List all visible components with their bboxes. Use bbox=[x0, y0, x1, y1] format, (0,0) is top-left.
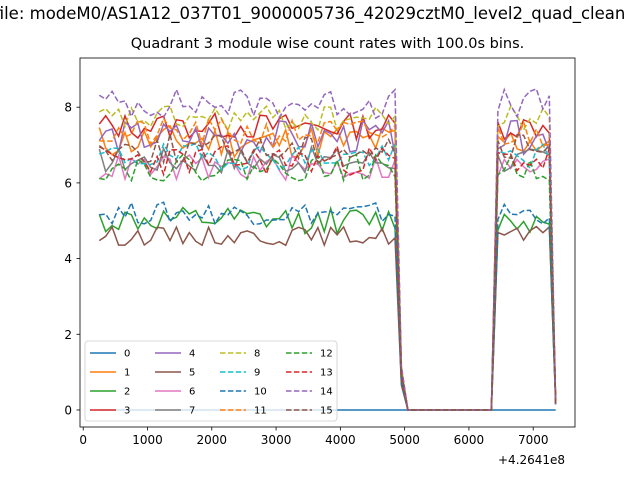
y-tick-label: 0 bbox=[64, 403, 72, 417]
y-tick-label: 6 bbox=[64, 176, 72, 190]
legend-label: 0 bbox=[124, 349, 130, 360]
legend-box bbox=[84, 340, 338, 422]
x-tick-label: 4000 bbox=[325, 433, 356, 447]
series-layer bbox=[98, 87, 557, 411]
legend-label: 8 bbox=[254, 349, 260, 360]
plot-frame bbox=[79, 57, 576, 428]
x-tick-label: 2000 bbox=[197, 433, 228, 447]
y-axis: 0 2 4 6 8 bbox=[64, 101, 80, 417]
legend-label: 9 bbox=[254, 368, 260, 379]
y-tick-label: 8 bbox=[64, 101, 72, 115]
legend-label: 13 bbox=[320, 368, 333, 379]
legend-label: 11 bbox=[254, 406, 267, 417]
x-axis: 0 1000 2000 3000 4000 5000 6000 7000 bbox=[79, 427, 548, 447]
x-tick-label: 3000 bbox=[261, 433, 292, 447]
legend-label: 1 bbox=[124, 368, 130, 379]
legend-label: 10 bbox=[254, 387, 267, 398]
legend-label: 2 bbox=[124, 387, 130, 398]
x-tick-label: 7000 bbox=[518, 433, 549, 447]
legend-label: 12 bbox=[320, 349, 333, 360]
legend-label: 14 bbox=[320, 387, 333, 398]
legend-label: 3 bbox=[124, 406, 130, 417]
legend-label: 7 bbox=[189, 406, 195, 417]
x-offset-label: +4.2641e8 bbox=[498, 453, 566, 467]
legend-label: 4 bbox=[189, 349, 195, 360]
x-tick-label: 6000 bbox=[454, 433, 485, 447]
x-tick-label: 0 bbox=[79, 433, 87, 447]
y-tick-label: 4 bbox=[64, 252, 72, 266]
legend-label: 5 bbox=[189, 368, 195, 379]
legend-label: 15 bbox=[320, 406, 333, 417]
chart-title: Quadrant 3 module wise count rates with … bbox=[130, 36, 525, 52]
x-tick-label: 1000 bbox=[132, 433, 163, 447]
y-tick-label: 2 bbox=[64, 328, 72, 342]
figure-suptitle: n file: modeM0/AS1A12_037T01_9000005736_… bbox=[0, 4, 626, 23]
series-line-11 bbox=[99, 116, 557, 411]
x-tick-label: 5000 bbox=[389, 433, 420, 447]
legend-label: 6 bbox=[189, 387, 195, 398]
